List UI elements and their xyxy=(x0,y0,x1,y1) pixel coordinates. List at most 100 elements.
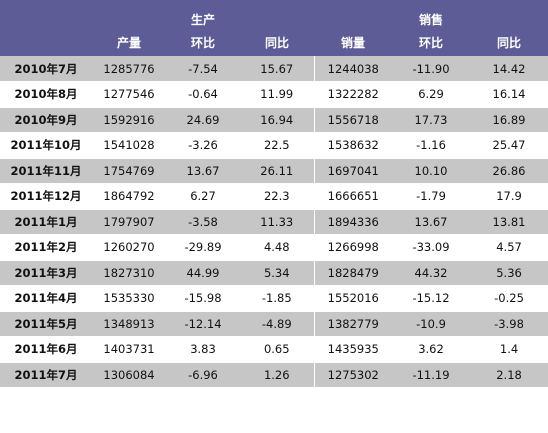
output-cell: 1403731 xyxy=(92,336,166,363)
table-row: 2011年10月 1541028 -3.26 22.5 1538632 -1.16 25.4… xyxy=(0,132,548,159)
output-yoy-cell: -1.85 xyxy=(240,285,315,312)
output-yoy-cell: 1.26 xyxy=(240,362,315,388)
month-cell: 2011年1月 xyxy=(0,209,92,235)
month-cell: 2011年4月 xyxy=(0,285,92,312)
sales-yoy-cell: 26.86 xyxy=(470,158,548,184)
output-mom-cell: -0.64 xyxy=(166,81,240,108)
month-cell: 2011年10月 xyxy=(0,132,92,159)
output-cell: 1797907 xyxy=(92,209,166,235)
month-cell: 2011年2月 xyxy=(0,234,92,261)
output-mom-cell: 3.83 xyxy=(166,336,240,363)
corner-cell xyxy=(0,0,92,28)
sales-cell: 1322282 xyxy=(313,81,393,108)
output-mom-cell: -7.54 xyxy=(166,56,240,82)
table-row: 2011年5月 1348913 -12.14 -4.89 1382779 -10.9 -3.… xyxy=(0,311,548,337)
month-cell: 2010年8月 xyxy=(0,81,92,108)
sales-cell: 1556718 xyxy=(313,107,393,133)
table-row: 2011年3月 1827310 44.99 5.34 1828479 44.32 5.36 xyxy=(0,260,548,286)
production-group-header: 生产 xyxy=(92,0,315,28)
table-row: 2011年2月 1260270 -29.89 4.48 1266998 -33.09 4.5… xyxy=(0,234,548,261)
sales-yoy-column-header: 同比 xyxy=(470,28,548,56)
sales-cell: 1244038 xyxy=(313,56,393,82)
output-mom-cell: -3.58 xyxy=(166,209,240,235)
output-column-header: 产量 xyxy=(92,28,166,56)
output-cell: 1277546 xyxy=(92,81,166,108)
output-yoy-cell: -4.89 xyxy=(240,311,315,337)
output-yoy-cell: 16.94 xyxy=(240,107,315,133)
sales-yoy-cell: 25.47 xyxy=(470,132,548,159)
output-mom-cell: 13.67 xyxy=(166,158,240,184)
output-cell: 1260270 xyxy=(92,234,166,261)
output-cell: 1827310 xyxy=(92,260,166,286)
output-cell: 1306084 xyxy=(92,362,166,388)
output-cell: 1348913 xyxy=(92,311,166,337)
month-cell: 2010年9月 xyxy=(0,107,92,133)
output-mom-cell: 24.69 xyxy=(166,107,240,133)
month-cell: 2011年11月 xyxy=(0,158,92,184)
month-cell: 2011年3月 xyxy=(0,260,92,286)
sales-cell: 1828479 xyxy=(313,260,393,286)
sales-mom-cell: -10.9 xyxy=(392,311,471,337)
sales-yoy-cell: 2.18 xyxy=(470,362,548,388)
sales-yoy-cell: 1.4 xyxy=(470,336,548,363)
sales-cell: 1894336 xyxy=(313,209,393,235)
output-mom-cell: 44.99 xyxy=(166,260,240,286)
output-mom-cell: -15.98 xyxy=(166,285,240,312)
output-yoy-cell: 0.65 xyxy=(240,336,315,363)
sales-yoy-cell: 13.81 xyxy=(470,209,548,235)
output-mom-cell: -29.89 xyxy=(166,234,240,261)
month-cell: 2011年7月 xyxy=(0,362,92,388)
table-row: 2010年9月 1592916 24.69 16.94 1556718 17.73 16.8… xyxy=(0,107,548,133)
sales-mom-cell: -1.79 xyxy=(392,183,471,210)
table-row: 2011年7月 1306084 -6.96 1.26 1275302 -11.19 2.18 xyxy=(0,362,548,388)
month-cell: 2011年5月 xyxy=(0,311,92,337)
output-mom-cell: -12.14 xyxy=(166,311,240,337)
sales-yoy-cell: -0.25 xyxy=(470,285,548,312)
sales-mom-cell: -1.16 xyxy=(392,132,471,159)
table-row: 2010年7月 1285776 -7.54 15.67 1244038 -11.90 14.… xyxy=(0,56,548,82)
output-cell: 1864792 xyxy=(92,183,166,210)
output-cell: 1535330 xyxy=(92,285,166,312)
table-body: 2010年7月 1285776 -7.54 15.67 1244038 -11.90 14.… xyxy=(0,56,548,388)
sales-yoy-cell: 4.57 xyxy=(470,234,548,261)
output-yoy-cell: 22.3 xyxy=(240,183,315,210)
output-mom-column-header: 环比 xyxy=(166,28,240,56)
sales-mom-cell: -33.09 xyxy=(392,234,471,261)
sales-cell: 1266998 xyxy=(313,234,393,261)
sales-cell: 1552016 xyxy=(313,285,393,312)
sales-mom-cell: 13.67 xyxy=(392,209,471,235)
month-cell: 2011年6月 xyxy=(0,336,92,363)
sales-cell: 1538632 xyxy=(313,132,393,159)
table-row: 2011年1月 1797907 -3.58 11.33 1894336 13.67 13.8… xyxy=(0,209,548,235)
sales-mom-cell: 44.32 xyxy=(392,260,471,286)
output-yoy-column-header: 同比 xyxy=(240,28,315,56)
output-mom-cell: -6.96 xyxy=(166,362,240,388)
sales-mom-column-header: 环比 xyxy=(392,28,471,56)
sales-mom-cell: 3.62 xyxy=(392,336,471,363)
sales-column-header: 销量 xyxy=(314,28,393,56)
output-yoy-cell: 4.48 xyxy=(240,234,315,261)
month-column-header xyxy=(0,28,92,56)
table-row: 2011年12月 1864792 6.27 22.3 1666651 -1.79 17.9 xyxy=(0,183,548,210)
output-cell: 1541028 xyxy=(92,132,166,159)
sales-mom-cell: -15.12 xyxy=(392,285,471,312)
output-cell: 1285776 xyxy=(92,56,166,82)
output-yoy-cell: 11.33 xyxy=(240,209,315,235)
sales-cell: 1382779 xyxy=(313,311,393,337)
output-yoy-cell: 22.5 xyxy=(240,132,315,159)
table-row: 2011年4月 1535330 -15.98 -1.85 1552016 -15.12 -0… xyxy=(0,285,548,312)
output-yoy-cell: 26.11 xyxy=(240,158,315,184)
sales-yoy-cell: 16.89 xyxy=(470,107,548,133)
table-row: 2011年6月 1403731 3.83 0.65 1435935 3.62 1.4 xyxy=(0,336,548,363)
sales-yoy-cell: 17.9 xyxy=(470,183,548,210)
sales-mom-cell: 10.10 xyxy=(392,158,471,184)
header-column-row: 产量 环比 同比 销量 环比 同比 xyxy=(0,28,548,56)
sales-mom-cell: 6.29 xyxy=(392,81,471,108)
output-mom-cell: 6.27 xyxy=(166,183,240,210)
table-row: 2011年11月 1754769 13.67 26.11 1697041 10.10 26.… xyxy=(0,158,548,184)
production-sales-table: 生产 销售 产量 环比 同比 销量 环比 同比 2010年7月 1285776 -7… xyxy=(0,0,548,388)
header-group-row: 生产 销售 xyxy=(0,0,548,28)
sales-cell: 1275302 xyxy=(313,362,393,388)
sales-yoy-cell: 16.14 xyxy=(470,81,548,108)
sales-cell: 1666651 xyxy=(313,183,393,210)
